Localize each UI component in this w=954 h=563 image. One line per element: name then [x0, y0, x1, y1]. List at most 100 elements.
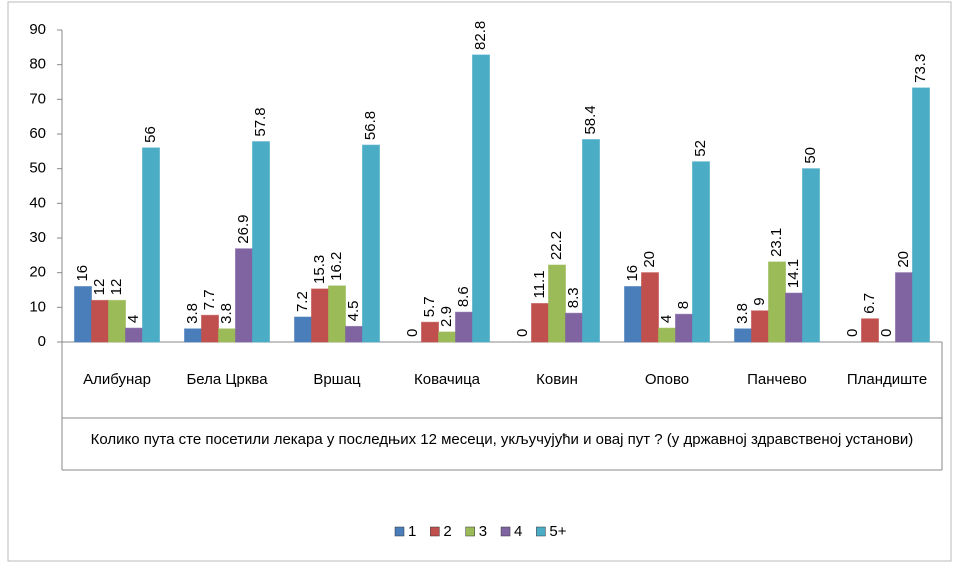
- x-axis-title: Колико пута сте посетили лекара у послед…: [90, 431, 914, 448]
- data-label: 56: [142, 126, 159, 143]
- bar: [438, 331, 456, 343]
- x-tick-label: Пландиште: [847, 371, 927, 388]
- legend-swatch: [500, 526, 511, 537]
- chart-border: [7, 1, 952, 562]
- bar: [658, 327, 676, 343]
- bar: [624, 286, 642, 343]
- data-label: 82.8: [472, 21, 489, 50]
- data-label: 56.8: [362, 111, 379, 140]
- y-tick-label: 20: [29, 264, 46, 281]
- bar: [91, 299, 109, 343]
- data-label: 14.1: [785, 259, 802, 288]
- data-label: 73.3: [912, 54, 929, 83]
- y-tick-label: 0: [38, 333, 46, 350]
- data-label: 20: [895, 251, 912, 268]
- bar: [218, 328, 236, 343]
- bar: [142, 147, 160, 343]
- data-label: 4.5: [345, 301, 362, 322]
- data-label: 5.7: [421, 296, 438, 317]
- x-tick-label: Алибунар: [83, 371, 151, 388]
- bar: [294, 316, 312, 343]
- legend-label: 1: [408, 523, 416, 540]
- bar: [802, 168, 820, 343]
- data-label: 23.1: [768, 228, 785, 257]
- data-label: 8: [675, 301, 692, 309]
- y-tick-label: 30: [29, 229, 46, 246]
- bar: [125, 327, 143, 343]
- bar: [362, 144, 380, 343]
- bar: [74, 286, 92, 343]
- legend-swatch: [465, 526, 475, 537]
- data-label: 3.8: [734, 303, 751, 324]
- bar: [785, 292, 803, 343]
- data-label: 12: [91, 279, 108, 296]
- bar: [201, 314, 219, 343]
- data-label: 15.3: [311, 255, 328, 284]
- data-label: 8.6: [455, 286, 472, 307]
- bar: [345, 325, 363, 343]
- x-tick-label: Опово: [645, 371, 689, 388]
- y-tick-label: 10: [29, 298, 46, 315]
- data-label: 52: [692, 140, 709, 157]
- data-label: 8.3: [565, 287, 582, 308]
- data-label: 4: [125, 315, 142, 323]
- data-label: 11.1: [531, 270, 548, 298]
- data-label: 0: [514, 329, 531, 337]
- data-label: 3.8: [218, 303, 235, 324]
- data-label: 3.8: [184, 303, 201, 324]
- bar: [531, 303, 549, 343]
- data-label: 2.9: [438, 306, 455, 327]
- data-label: 6.7: [861, 293, 878, 314]
- bar: [912, 87, 930, 343]
- legend-label: 3: [479, 523, 487, 540]
- bar: [565, 312, 583, 343]
- bar: [311, 288, 329, 343]
- legend-swatch: [536, 526, 546, 537]
- data-label: 12: [108, 279, 125, 296]
- data-label: 50: [802, 147, 819, 164]
- y-tick-label: 50: [29, 160, 46, 177]
- y-tick-label: 90: [29, 21, 46, 38]
- data-label: 0: [404, 329, 421, 337]
- data-label: 7.7: [201, 289, 218, 310]
- x-tick-label: Вршац: [313, 371, 361, 388]
- legend-label: 2: [443, 523, 451, 540]
- data-label: 22.2: [548, 231, 565, 260]
- data-label: 20: [641, 251, 658, 268]
- legend-swatch: [394, 526, 405, 537]
- bar: [421, 321, 439, 343]
- bar: [768, 261, 786, 343]
- data-label: 4: [658, 315, 675, 323]
- bar: [472, 54, 490, 343]
- bar: [328, 285, 346, 343]
- legend-label: 4: [514, 523, 522, 540]
- y-tick-label: 40: [29, 194, 46, 211]
- bar: [751, 310, 769, 343]
- bar: [675, 313, 693, 343]
- x-tick-label: Бела Црква: [186, 371, 268, 388]
- data-label: 7.2: [294, 291, 311, 312]
- data-label: 9: [751, 297, 768, 305]
- bar: [455, 311, 473, 343]
- bar: [235, 248, 253, 343]
- data-label: 16.2: [328, 252, 345, 281]
- y-tick-label: 60: [29, 125, 46, 142]
- data-label: 58.4: [582, 105, 599, 134]
- data-label: 0: [844, 329, 861, 337]
- data-label: 26.9: [235, 215, 252, 244]
- bar: [861, 318, 879, 343]
- data-label: 57.8: [252, 107, 269, 136]
- legend-swatch: [430, 526, 440, 537]
- bar: [582, 139, 600, 343]
- bar: [895, 272, 913, 343]
- bar: [184, 328, 202, 343]
- legend-label: 5+: [549, 523, 566, 540]
- bar: [108, 299, 126, 343]
- data-label: 0: [878, 329, 895, 337]
- y-tick-label: 70: [29, 90, 46, 107]
- x-tick-label: Ковачица: [414, 371, 481, 388]
- bar: [252, 141, 270, 343]
- bar: [641, 272, 659, 343]
